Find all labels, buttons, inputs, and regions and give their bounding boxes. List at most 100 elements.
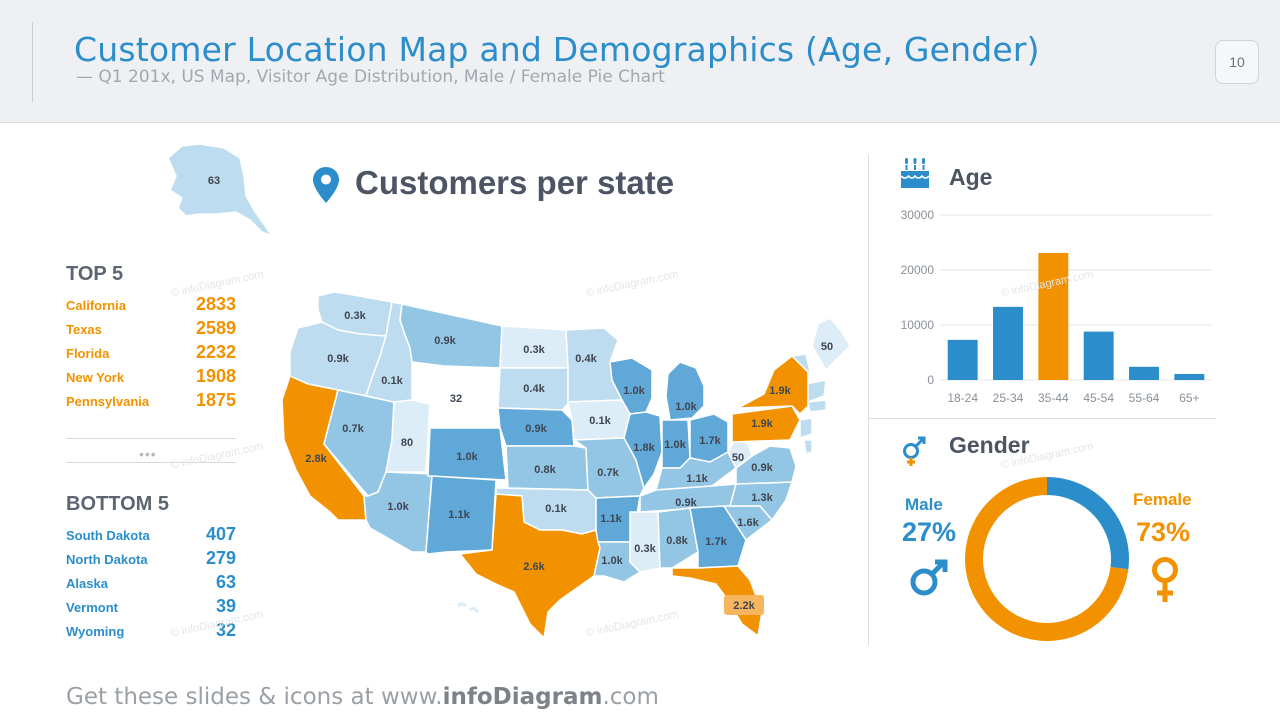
map-state-sd: [497, 367, 569, 411]
age-bar: [1038, 252, 1069, 380]
ranking-separator: [66, 438, 236, 439]
bottom5-row: Vermont 39: [66, 596, 236, 620]
donut-slice-male: [1047, 477, 1129, 570]
map-state-tx: [458, 493, 601, 640]
page-number-badge: 10: [1215, 40, 1259, 84]
map-state-ny: [737, 355, 809, 416]
map-state-label: 1.0k: [387, 501, 409, 513]
map-state-co: [427, 427, 507, 481]
map-state-label: 0.1k: [589, 415, 611, 427]
birthday-cake-icon: [900, 158, 930, 188]
state-value: 2589: [195, 318, 236, 338]
state-name: North Dakota: [66, 552, 148, 567]
map-state-fl: [671, 565, 763, 638]
bottom5-row: Wyoming 32: [66, 620, 236, 644]
map-state-label: 0.1k: [381, 375, 403, 387]
map-state-label: 1.9k: [751, 418, 773, 430]
state-value: 39: [215, 596, 236, 616]
male-percent: 27%: [902, 517, 957, 547]
footer-suffix: .com: [602, 684, 659, 710]
map-state-pa: [731, 405, 801, 443]
map-state-label: 0.3k: [634, 543, 656, 555]
map-state-label: 0.8k: [666, 535, 688, 547]
footer-brand: infoDiagram: [442, 684, 603, 710]
gender-symbol-icon: [903, 436, 926, 466]
map-state-label: 1.7k: [705, 536, 727, 548]
map-state-label: 0.7k: [597, 467, 619, 479]
x-tick-label: 65+: [1179, 391, 1199, 405]
state-name: Alaska: [66, 576, 108, 591]
bottom5-row: South Dakota 407: [66, 524, 236, 548]
map-state-label: 2.6k: [523, 561, 545, 573]
map-hawaii: [456, 602, 480, 613]
map-state-me: [811, 317, 851, 372]
map-state-label: 1.9k: [769, 385, 791, 397]
map-state-label: 0.7k: [342, 423, 364, 435]
age-bar: [947, 339, 978, 380]
male-label: Male: [905, 495, 943, 514]
map-state-label: 2.2k: [733, 600, 755, 612]
map-state-label: 0.9k: [525, 423, 547, 435]
map-state-ms: [629, 511, 661, 573]
pane-divider: [868, 418, 1216, 419]
map-state-label: 1.1k: [600, 513, 622, 525]
state-name: Pennsylvania: [66, 394, 150, 409]
bottom5-row: North Dakota 279: [66, 548, 236, 572]
top5-row: California 2833: [66, 294, 236, 318]
map-state-label: 1.8k: [633, 442, 655, 454]
map-state-label: 1.1k: [448, 509, 470, 521]
state-name: South Dakota: [66, 528, 150, 543]
map-state-label: 1.7k: [699, 435, 721, 447]
map-state-label: 0.4k: [575, 353, 597, 365]
x-tick-label: 25-34: [993, 391, 1024, 405]
map-state: [799, 417, 813, 440]
footer-text: Get these slides & icons at www.infoDiag…: [66, 684, 659, 710]
bottom5-heading: BOTTOM 5: [66, 493, 169, 515]
x-tick-label: 55-64: [1129, 391, 1160, 405]
state-name: New York: [66, 370, 125, 385]
female-percent: 73%: [1136, 517, 1191, 547]
state-name: Texas: [66, 322, 102, 337]
map-state-label: 50: [821, 341, 833, 353]
map-state-label: 0.9k: [434, 335, 456, 347]
gender-title: Gender: [949, 432, 1030, 458]
top5-row: Pennsylvania 1875: [66, 390, 236, 414]
map-title: Customers per state: [355, 164, 675, 201]
map-state-label: 0.1k: [545, 503, 567, 515]
top5-row: Florida 2232: [66, 342, 236, 366]
state-name: Vermont: [66, 600, 119, 615]
age-bar: [1129, 366, 1159, 380]
age-bar: [993, 306, 1023, 380]
more-indicator: •••: [139, 446, 157, 462]
y-tick-label: 20000: [901, 263, 935, 277]
map-state-label: 0.3k: [523, 344, 545, 356]
y-tick-label: 30000: [901, 208, 935, 222]
map-state-ut: [385, 399, 431, 473]
map-state-label: 0.9k: [327, 353, 349, 365]
map-state-va: [735, 445, 797, 485]
map-state-label: 0.8k: [534, 464, 556, 476]
us-map: 63 0.3k 0.9k 2.8k 0.7k 0.1k 0.9k 32 80 1.0k 1.0k 1.…: [167, 143, 851, 640]
x-tick-label: 45-54: [1083, 391, 1114, 405]
y-tick-label: 0: [927, 373, 934, 387]
ranking-separator: [66, 462, 236, 463]
map-state-nm: [425, 475, 497, 555]
gender-donut-chart: [965, 477, 1129, 641]
map-state-label: 2.8k: [305, 453, 327, 465]
header-divider: [32, 22, 33, 102]
map-state-label: 0.9k: [675, 497, 697, 509]
page-title: Customer Location Map and Demographics (…: [74, 30, 1040, 69]
state-value: 279: [205, 548, 236, 568]
state-name: Wyoming: [66, 624, 125, 639]
footer-prefix: Get these slides & icons at www.: [66, 684, 443, 710]
y-tick-label: 10000: [901, 318, 935, 332]
state-value: 1875: [195, 390, 236, 410]
male-symbol-icon: [910, 559, 948, 596]
page-subtitle: — Q1 201x, US Map, Visitor Age Distribut…: [76, 67, 665, 87]
map-state-label: 1.0k: [601, 555, 623, 567]
state-value: 2833: [195, 294, 236, 314]
age-title: Age: [949, 164, 993, 190]
age-bar: [1083, 331, 1114, 380]
map-state-label: 1.3k: [751, 492, 773, 504]
state-value: 407: [205, 524, 236, 544]
